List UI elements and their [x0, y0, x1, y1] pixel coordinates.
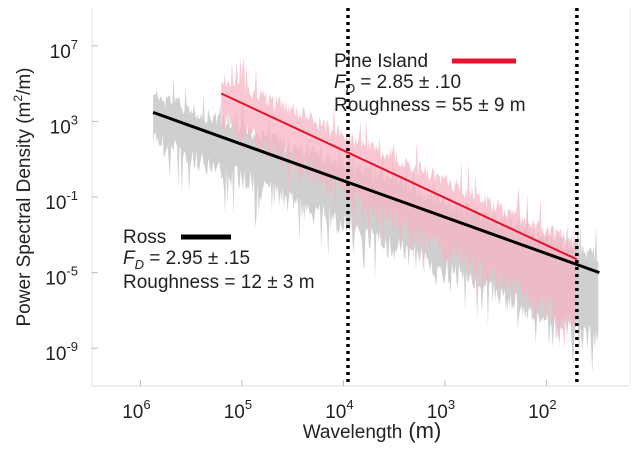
legend-ross-roughness: Roughness = 12 ± 3 m	[123, 272, 315, 293]
x-tick-exp: 6	[143, 397, 150, 412]
x-tick-base: 10	[224, 402, 245, 423]
y-tick-exp: -1	[66, 188, 78, 203]
x-tick-label: 104	[325, 397, 353, 423]
x-tick-exp: 5	[245, 397, 252, 412]
y-tick-base: 10	[45, 269, 66, 290]
y-tick-exp: -5	[66, 264, 78, 279]
y-axis-label: Power Spectral Density (m2/m)	[11, 67, 35, 326]
fit-layer	[152, 92, 600, 275]
reference-lines	[346, 8, 579, 386]
y-tick-label: 10-1	[45, 188, 78, 214]
legend-pine-fd: FD = 2.85 ± .10	[334, 72, 461, 96]
legend-ross-fd-sub: D	[135, 257, 144, 272]
y-tick-exp: -9	[66, 339, 78, 354]
x-tick-exp: 3	[448, 397, 455, 412]
noise-band-pine-island	[221, 56, 577, 350]
y-tick-label: 103	[50, 112, 78, 138]
legend-ross-fd-value: = 2.95 ± .15	[144, 248, 250, 269]
x-tick-label: 105	[224, 397, 252, 423]
legend-pine-name: Pine Island	[334, 51, 428, 72]
y-tick-label: 10-5	[45, 264, 78, 290]
x-tick-label: 103	[427, 397, 455, 423]
x-tick-label: 106	[122, 397, 150, 423]
x-axis-label: Wavelength (m)	[303, 418, 442, 443]
legend-ross-fd: FD = 2.95 ± .15	[123, 248, 250, 272]
x-tick-exp: 2	[549, 397, 556, 412]
y-tick-base: 10	[45, 193, 66, 214]
x-tick-base: 10	[528, 402, 549, 423]
x-axis-label-main: Wavelength	[303, 422, 403, 443]
x-tick-exp: 4	[346, 397, 353, 412]
legend-ross-name: Ross	[123, 227, 166, 248]
legend-pine-fd-f: F	[334, 72, 347, 93]
y-tick-exp: 3	[71, 112, 78, 127]
y-axis-label-main: Power Spectral Density (m	[14, 102, 35, 327]
legend-pine-roughness: Roughness = 55 ± 9 m	[334, 95, 526, 116]
legend-ross-fd-f: F	[123, 248, 136, 269]
x-tick-base: 10	[122, 402, 143, 423]
y-tick-label: 107	[50, 37, 78, 63]
y-tick-label: 10-9	[45, 339, 78, 365]
legend-pine-island: Pine Island FD = 2.85 ± .10 Roughness = …	[334, 51, 526, 116]
x-tick-base: 10	[325, 402, 346, 423]
x-axis-label-unit: (m)	[408, 418, 441, 443]
legend-pine-fd-sub: D	[346, 81, 355, 96]
legend-ross: Ross FD = 2.95 ± .15 Roughness = 12 ± 3 …	[123, 227, 315, 293]
y-tick-exp: 7	[71, 37, 78, 52]
y-tick-base: 10	[45, 344, 66, 365]
legend-pine-fd-value: = 2.85 ± .10	[355, 72, 461, 93]
y-tick-base: 10	[50, 42, 71, 63]
fit-line-ross	[152, 110, 600, 275]
x-tick-label: 102	[528, 397, 556, 423]
x-tick-base: 10	[427, 402, 448, 423]
y-tick-base: 10	[50, 117, 71, 138]
y-axis-label-sup: 2	[11, 95, 25, 102]
fit-line-pine-island	[220, 92, 578, 261]
y-axis-label-tail: /m)	[14, 67, 35, 94]
